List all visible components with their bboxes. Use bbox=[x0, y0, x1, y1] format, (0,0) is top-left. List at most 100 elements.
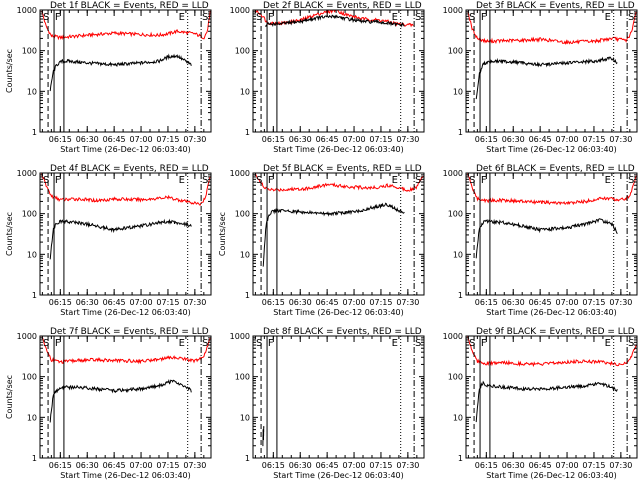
panel-title: Det 3f BLACK = Events, RED = LLD bbox=[476, 1, 635, 11]
x-tick-label: 06:15 bbox=[49, 461, 72, 470]
x-tick-label: 07:00 bbox=[130, 298, 153, 307]
plot-frame bbox=[252, 9, 425, 133]
panel-title: Det 5f BLACK = Events, RED = LLD bbox=[263, 164, 422, 174]
x-axis-label: Start Time (26-Dec-12 06:03:40) bbox=[60, 471, 191, 480]
x-tick-label: 07:30 bbox=[183, 298, 206, 307]
y-tick-label: 1 bbox=[32, 128, 37, 137]
x-axis-label: Start Time (26-Dec-12 06:03:40) bbox=[486, 308, 617, 317]
y-tick-label: 100 bbox=[22, 47, 37, 56]
marker-label: S bbox=[415, 12, 421, 23]
x-tick-label: 07:00 bbox=[343, 461, 366, 470]
y-tick-label: 10 bbox=[453, 250, 463, 259]
marker-label: F bbox=[268, 12, 274, 23]
x-tick-label: 07:15 bbox=[156, 298, 179, 307]
lld-series-line bbox=[467, 11, 637, 46]
x-tick-label: 06:30 bbox=[76, 298, 99, 307]
y-tick-label: 100 bbox=[235, 210, 250, 219]
y-tick-label: 1 bbox=[32, 291, 37, 300]
y-tick-label: 1 bbox=[245, 128, 250, 137]
lld-series-line bbox=[467, 173, 637, 206]
x-tick-label: 06:30 bbox=[502, 461, 525, 470]
marker-label: S bbox=[415, 175, 421, 186]
lld-series-line bbox=[254, 173, 424, 193]
x-tick-label: 07:00 bbox=[343, 298, 366, 307]
y-axis-label: Counts/sec bbox=[5, 49, 14, 93]
y-axis-label: Counts/sec bbox=[5, 375, 14, 419]
marker-label: S bbox=[202, 12, 208, 23]
x-tick-label: 07:15 bbox=[582, 135, 605, 144]
x-tick-label: 07:30 bbox=[609, 298, 632, 307]
plot-frame bbox=[252, 172, 425, 296]
x-tick-label: 07:15 bbox=[369, 461, 392, 470]
marker-label: S bbox=[202, 338, 208, 349]
x-tick-label: 07:00 bbox=[556, 298, 579, 307]
x-tick-label: 07:15 bbox=[582, 298, 605, 307]
y-tick-label: 1000 bbox=[443, 332, 463, 341]
y-tick-label: 1000 bbox=[230, 6, 250, 15]
events-series-line bbox=[49, 379, 192, 423]
x-axis-label: Start Time (26-Dec-12 06:03:40) bbox=[486, 145, 617, 154]
x-tick-label: 06:30 bbox=[289, 298, 312, 307]
x-tick-label: 06:45 bbox=[529, 461, 552, 470]
x-tick-label: 07:15 bbox=[369, 298, 392, 307]
marker-label: F bbox=[55, 12, 61, 23]
y-tick-label: 10 bbox=[240, 87, 250, 96]
x-tick-label: 07:30 bbox=[183, 461, 206, 470]
y-axis-label: Counts/sec bbox=[218, 212, 227, 256]
panel-title: Det 7f BLACK = Events, RED = LLD bbox=[50, 327, 209, 337]
x-tick-label: 06:45 bbox=[103, 298, 126, 307]
marker-label: F bbox=[268, 338, 274, 349]
x-tick-label: 06:15 bbox=[262, 135, 285, 144]
events-series-line bbox=[49, 53, 192, 92]
events-series-line bbox=[262, 202, 405, 267]
x-tick-label: 06:45 bbox=[529, 298, 552, 307]
marker-label: S bbox=[256, 12, 262, 23]
y-tick-label: 1 bbox=[458, 454, 463, 463]
x-tick-label: 06:15 bbox=[475, 298, 498, 307]
marker-label: E bbox=[605, 338, 611, 349]
x-tick-label: 06:15 bbox=[262, 461, 285, 470]
y-tick-label: 10 bbox=[453, 413, 463, 422]
x-tick-label: 06:30 bbox=[76, 135, 99, 144]
x-axis-label: Start Time (26-Dec-12 06:03:40) bbox=[273, 145, 404, 154]
y-tick-label: 1000 bbox=[17, 332, 37, 341]
marker-label: S bbox=[469, 12, 475, 23]
x-axis-label: Start Time (26-Dec-12 06:03:40) bbox=[60, 308, 191, 317]
y-tick-label: 1 bbox=[245, 454, 250, 463]
y-tick-label: 10 bbox=[240, 250, 250, 259]
panel-title: Det 2f BLACK = Events, RED = LLD bbox=[263, 1, 422, 11]
y-tick-label: 1000 bbox=[443, 6, 463, 15]
y-tick-label: 10 bbox=[27, 87, 37, 96]
marker-label: F bbox=[481, 12, 487, 23]
y-tick-label: 1000 bbox=[17, 169, 37, 178]
y-tick-label: 100 bbox=[22, 210, 37, 219]
y-tick-label: 100 bbox=[448, 373, 463, 382]
plot-frame bbox=[39, 9, 212, 133]
x-tick-label: 06:45 bbox=[103, 461, 126, 470]
marker-label: E bbox=[605, 12, 611, 23]
x-tick-label: 07:00 bbox=[130, 461, 153, 470]
marker-label: F bbox=[481, 338, 487, 349]
marker-label: F bbox=[55, 175, 61, 186]
panel-title: Det 4f BLACK = Events, RED = LLD bbox=[50, 164, 209, 174]
x-tick-label: 06:30 bbox=[502, 298, 525, 307]
x-axis-label: Start Time (26-Dec-12 06:03:40) bbox=[60, 145, 191, 154]
x-tick-label: 07:15 bbox=[156, 135, 179, 144]
x-tick-label: 07:15 bbox=[156, 461, 179, 470]
x-axis-label: Start Time (26-Dec-12 06:03:40) bbox=[273, 471, 404, 480]
panel-title: Det 8f BLACK = Events, RED = LLD bbox=[263, 327, 422, 337]
x-axis-label: Start Time (26-Dec-12 06:03:40) bbox=[486, 471, 617, 480]
marker-label: S bbox=[415, 338, 421, 349]
y-axis-label: Counts/sec bbox=[5, 212, 14, 256]
x-tick-label: 07:30 bbox=[609, 135, 632, 144]
y-tick-label: 1000 bbox=[443, 169, 463, 178]
marker-label: E bbox=[392, 12, 398, 23]
panel-title: Det 6f BLACK = Events, RED = LLD bbox=[476, 164, 635, 174]
events-series-line bbox=[262, 426, 265, 447]
plot-frame bbox=[252, 335, 425, 459]
y-tick-label: 1 bbox=[458, 291, 463, 300]
